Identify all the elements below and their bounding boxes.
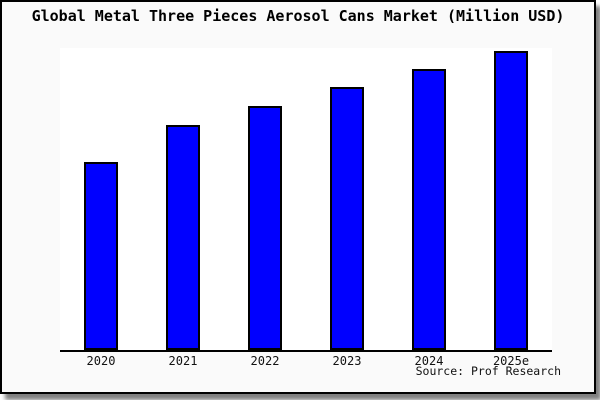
x-tick-label-2022: 2022: [250, 354, 280, 368]
chart-frame: Global Metal Three Pieces Aerosol Cans M…: [0, 0, 596, 394]
x-tick-label-2025e: 2025e: [492, 354, 530, 368]
source-credit: Source: Prof Research: [415, 364, 561, 378]
bar-2022: [248, 106, 282, 350]
x-tick-label-2021: 2021: [168, 354, 198, 368]
bar-2020: [84, 162, 118, 350]
bar-2024: [412, 69, 446, 350]
x-tick-label-2020: 2020: [86, 354, 116, 368]
bar-2021: [166, 125, 200, 350]
plot-area: [60, 48, 552, 352]
x-tick-label-2023: 2023: [332, 354, 362, 368]
chart-title: Global Metal Three Pieces Aerosol Cans M…: [31, 7, 565, 25]
bar-2023: [330, 87, 364, 350]
x-tick-label-2024: 2024: [414, 354, 444, 368]
bar-2025e: [494, 51, 528, 350]
